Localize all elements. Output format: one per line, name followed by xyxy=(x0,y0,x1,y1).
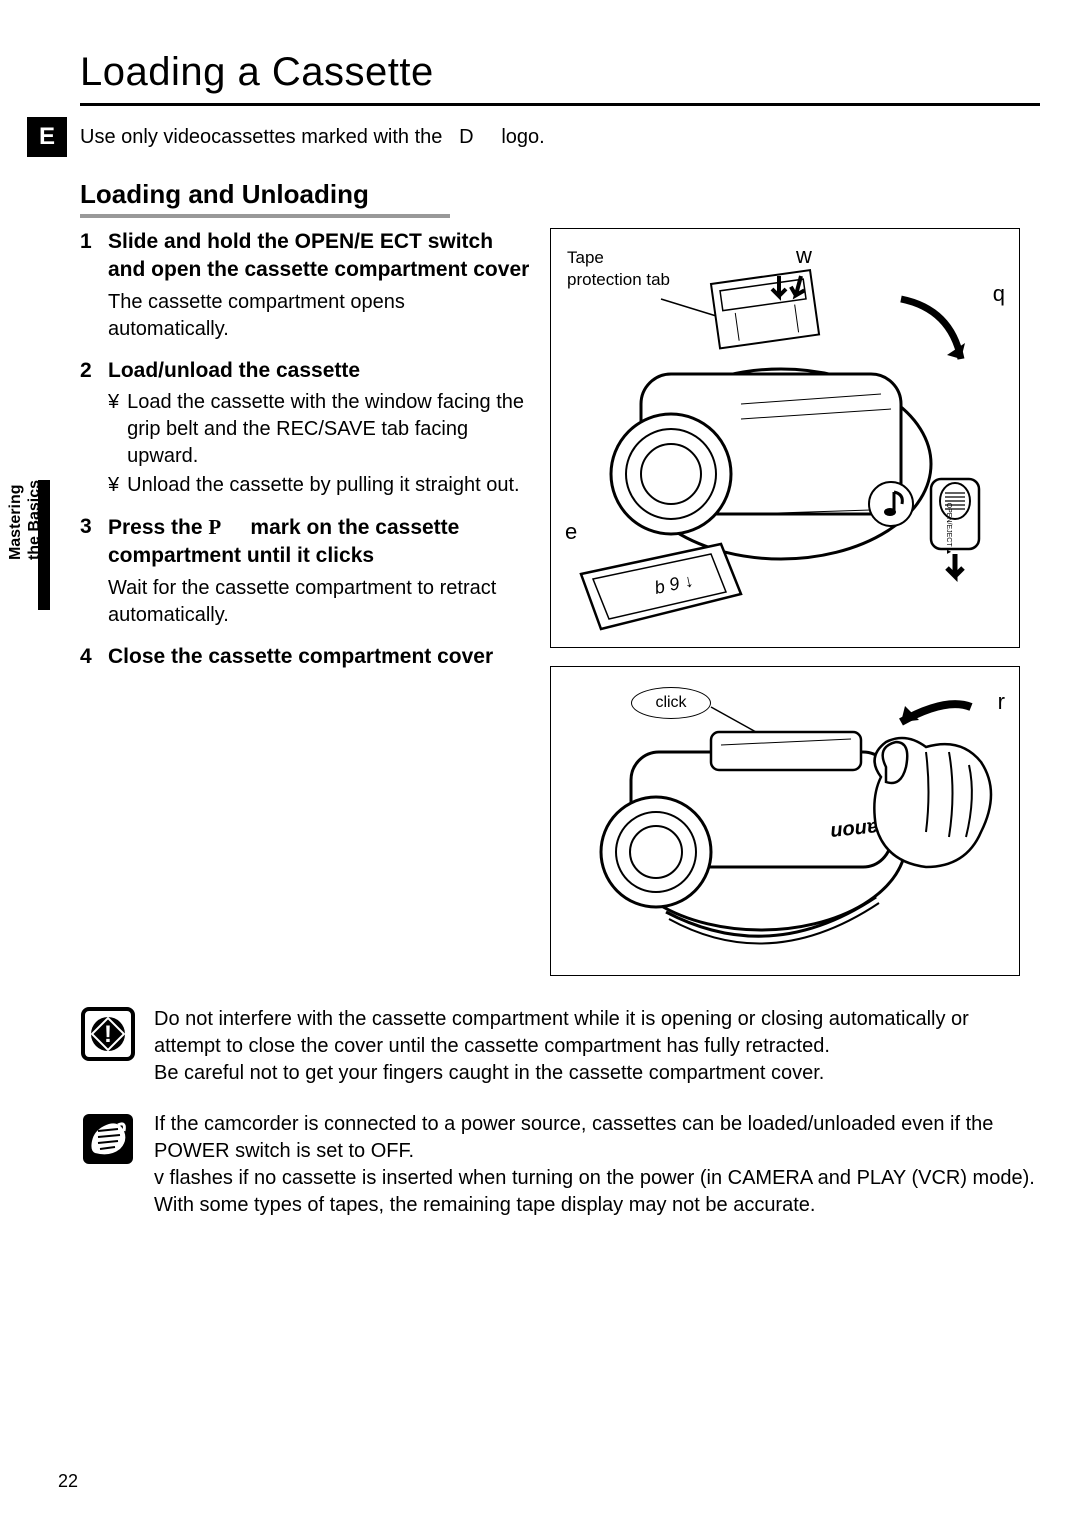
step-body: ¥ Load the cassette with the window faci… xyxy=(108,389,530,499)
step-number: 1 xyxy=(80,228,98,285)
intro-suffix: logo. xyxy=(501,126,544,148)
step-3: 3 Press the P mark on the cassette compa… xyxy=(80,513,530,629)
step-heading: Load/unload the cassette xyxy=(108,357,360,385)
step-body: Wait for the cassette compartment to ret… xyxy=(108,575,530,629)
section-tab-line1: Mastering xyxy=(7,484,24,560)
info-text: If the camcorder is connected to a power… xyxy=(154,1111,1040,1219)
page-title: Loading a Cassette xyxy=(80,50,1040,106)
note-icon xyxy=(80,1111,136,1167)
step-number: 4 xyxy=(80,643,98,671)
bullet-text: Unload the cassette by pulling it straig… xyxy=(127,472,519,499)
figures-column: Tape protection tab w q e xyxy=(550,228,1040,976)
section-title: Loading and Unloading xyxy=(80,179,450,218)
intro-logo: D xyxy=(459,126,473,148)
warning-icon: ! xyxy=(80,1006,136,1062)
info-note: If the camcorder is connected to a power… xyxy=(80,1111,1040,1219)
note-line: If the camcorder is connected to a power… xyxy=(154,1111,1040,1165)
note-line: Do not interfere with the cassette compa… xyxy=(154,1006,1040,1060)
language-badge: E xyxy=(27,117,67,157)
steps-list: 1 Slide and hold the OPEN/E ECT switch a… xyxy=(80,228,530,671)
warning-text: Do not interfere with the cassette compa… xyxy=(154,1006,1040,1087)
step-4: 4 Close the cassette compartment cover xyxy=(80,643,530,671)
section-tab: Mastering the Basics xyxy=(6,480,44,560)
figure-1: Tape protection tab w q e xyxy=(550,228,1020,648)
step-2: 2 Load/unload the cassette ¥ Load the ca… xyxy=(80,357,530,499)
step-body: The cassette compartment opens automatic… xyxy=(108,289,530,343)
camcorder-illustration-1: OPEN/EJECT ▲ b 9 ↓ xyxy=(561,264,1011,644)
page-number: 22 xyxy=(58,1471,78,1492)
intro-prefix: Use only videocassettes marked with the xyxy=(80,126,442,148)
bullet-mark: ¥ xyxy=(108,472,119,499)
warning-note: ! Do not interfere with the cassette com… xyxy=(80,1006,1040,1087)
section-tab-line2: the Basics xyxy=(26,480,43,560)
bullet-mark: ¥ xyxy=(108,389,119,470)
step-heading: Press the P mark on the cassette compart… xyxy=(108,513,530,571)
step-number: 2 xyxy=(80,357,98,385)
note-line: Be careful not to get your fingers caugh… xyxy=(154,1060,1040,1087)
figure-2: click r xyxy=(550,666,1020,976)
notes-section: ! Do not interfere with the cassette com… xyxy=(80,1006,1040,1219)
svg-text:!: ! xyxy=(104,1021,112,1048)
note-line: v flashes if no cassette is inserted whe… xyxy=(154,1165,1040,1192)
intro-text: Use only videocassettes marked with the … xyxy=(80,126,1040,149)
svg-text:OPEN/EJECT ▲: OPEN/EJECT ▲ xyxy=(945,503,952,556)
step-heading: Slide and hold the OPEN/E ECT switch and… xyxy=(108,228,530,285)
camcorder-illustration-2: uouɐƆ xyxy=(561,677,1011,972)
bullet-text: Load the cassette with the window facing… xyxy=(127,389,530,470)
note-line: With some types of tapes, the remaining … xyxy=(154,1192,1040,1219)
page-content: Loading a Cassette Use only videocassett… xyxy=(80,50,1040,1243)
step-heading: Close the cassette compartment cover xyxy=(108,643,493,671)
steps-column: 1 Slide and hold the OPEN/E ECT switch a… xyxy=(80,228,530,976)
step-number: 3 xyxy=(80,513,98,571)
step-1: 1 Slide and hold the OPEN/E ECT switch a… xyxy=(80,228,530,343)
two-column-layout: 1 Slide and hold the OPEN/E ECT switch a… xyxy=(80,228,1040,976)
